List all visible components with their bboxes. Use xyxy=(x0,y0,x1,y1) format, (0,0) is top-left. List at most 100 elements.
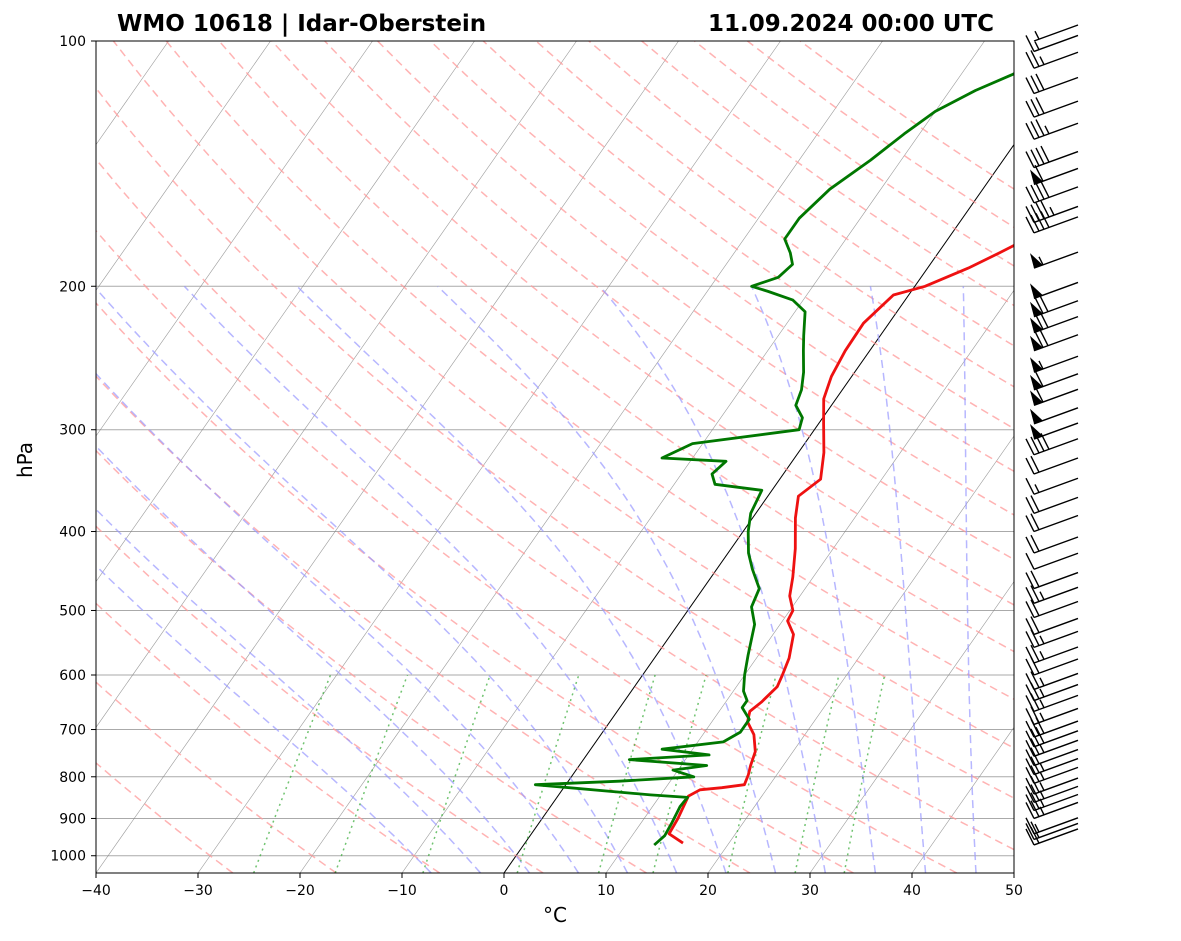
wind-barb-half-feather xyxy=(1039,762,1045,772)
wind-barb xyxy=(1025,738,1079,757)
x-tick-label: 10 xyxy=(597,883,615,899)
dry-adiabat xyxy=(96,449,647,873)
wind-barb xyxy=(1025,552,1079,570)
wind-barb-shaft xyxy=(1033,757,1079,776)
wind-barb-shaft xyxy=(1033,785,1079,804)
dry-adiabat xyxy=(96,375,751,873)
wind-barb-shaft xyxy=(1033,477,1079,495)
wind-barb-shaft xyxy=(1033,186,1079,204)
wind-barb-shaft xyxy=(1033,24,1079,42)
wind-barb-shaft xyxy=(1033,817,1079,835)
wind-barb-feather xyxy=(1030,513,1040,531)
isotherm xyxy=(96,41,679,873)
wind-barb-feather xyxy=(1025,35,1035,52)
x-tick-label: −10 xyxy=(387,883,417,899)
wind-barb-pennant xyxy=(1030,317,1043,333)
moist-adiabat xyxy=(1025,286,1040,873)
wind-barb-feather xyxy=(1025,828,1035,846)
wind-barb-feather xyxy=(1030,455,1040,473)
wind-barb-feather xyxy=(1030,204,1040,221)
x-tick-label: −30 xyxy=(183,883,213,899)
wind-barb-shaft xyxy=(1033,496,1079,515)
wind-barb-feather xyxy=(1030,671,1040,688)
wind-barb-feather xyxy=(1035,73,1045,91)
wind-barb-shaft xyxy=(1033,646,1079,664)
wind-barb-feather xyxy=(1025,151,1035,168)
wind-barb-shaft xyxy=(1033,216,1079,234)
sounding-series xyxy=(533,72,1014,847)
wind-barb xyxy=(1030,329,1079,352)
wind-barb-half-feather xyxy=(1039,677,1045,687)
wind-barb-feather xyxy=(1035,202,1045,220)
wind-barb-shaft xyxy=(1033,76,1079,95)
wind-barb-feather xyxy=(1035,119,1045,136)
wind-barb-feather xyxy=(1025,684,1035,701)
moist-adiabat xyxy=(183,285,678,873)
wind-barb xyxy=(1025,671,1079,691)
wind-barb-half-feather xyxy=(1039,771,1045,781)
isotherm xyxy=(911,726,1014,873)
wind-barb-feather xyxy=(1040,181,1050,198)
x-axis-label: °C xyxy=(543,903,567,927)
dry-adiabat xyxy=(429,41,1014,473)
wind-barb xyxy=(1025,455,1079,475)
wind-barb-shaft xyxy=(1033,457,1079,475)
wind-barb-half-feather xyxy=(1034,41,1040,50)
x-tick-label: −40 xyxy=(81,883,111,899)
wind-barb-feather xyxy=(1025,216,1035,234)
wind-barb xyxy=(1025,570,1079,590)
wind-barb-feather xyxy=(1030,534,1040,552)
wind-barb-shaft xyxy=(1033,720,1079,738)
wind-barb-shaft xyxy=(1033,672,1079,691)
wind-barb-pennant xyxy=(1030,408,1043,424)
isotherm xyxy=(96,41,271,291)
wind-barb-feather xyxy=(1025,730,1035,748)
wind-barb xyxy=(1025,200,1079,224)
x-tick-label: 30 xyxy=(801,883,819,899)
wind-barb-feather xyxy=(1025,572,1035,589)
dry-adiabat xyxy=(641,41,1014,307)
wind-barb-pennant xyxy=(1030,357,1043,373)
wind-barb-pennant xyxy=(1030,301,1043,317)
wind-barb xyxy=(1025,800,1079,820)
y-tick-label: 400 xyxy=(59,525,86,541)
moist-adiabat xyxy=(96,508,482,873)
isotherm xyxy=(299,41,883,873)
moist-adiabat xyxy=(869,286,927,873)
wind-barb-feather xyxy=(1025,658,1035,676)
wind-barb-feather xyxy=(1025,515,1035,532)
y-tick-label: 800 xyxy=(59,770,86,786)
wind-barb-shaft xyxy=(1033,707,1079,726)
wind-barb-shaft xyxy=(1033,100,1079,118)
wind-barb-shaft xyxy=(1033,122,1079,140)
wind-barb-feather xyxy=(1034,331,1044,348)
wind-barb-feather xyxy=(1030,436,1040,454)
wind-barb xyxy=(1025,119,1079,140)
wind-barb-feather xyxy=(1035,97,1045,114)
chart-title-station: WMO 10618 | Idar-Oberstein xyxy=(117,11,486,37)
wind-barb xyxy=(1025,534,1079,554)
wind-barb-shaft xyxy=(1033,514,1079,533)
wind-barb xyxy=(1030,295,1079,318)
wind-barb-feather xyxy=(1040,145,1050,163)
wind-barb-pennant xyxy=(1030,390,1043,406)
background-lines xyxy=(96,41,1040,873)
wind-barb-feather xyxy=(1025,618,1035,635)
dry-adiabat xyxy=(96,681,337,873)
wind-barb-feather xyxy=(1025,457,1035,475)
wind-barb xyxy=(1025,792,1079,812)
wind-barb-half-feather xyxy=(1034,484,1040,493)
wind-barb-shaft xyxy=(1033,683,1079,702)
moist-adiabat xyxy=(599,285,827,873)
wind-barb-feather xyxy=(1030,821,1040,838)
wind-barb xyxy=(1025,181,1079,204)
y-tick-label: 1000 xyxy=(50,849,86,865)
wind-barb-shaft xyxy=(1033,777,1079,795)
wind-barb-shaft xyxy=(1033,51,1079,69)
dry-adiabat xyxy=(482,41,1014,430)
x-axis: −40 −30 −20 −10 0 10 20 30 40 50 xyxy=(81,873,1023,899)
isotherm xyxy=(96,41,577,728)
wind-barb-half-feather xyxy=(1044,125,1050,135)
wind-barb-half-feather xyxy=(1039,651,1045,660)
wind-barb-half-feather xyxy=(1039,688,1045,698)
